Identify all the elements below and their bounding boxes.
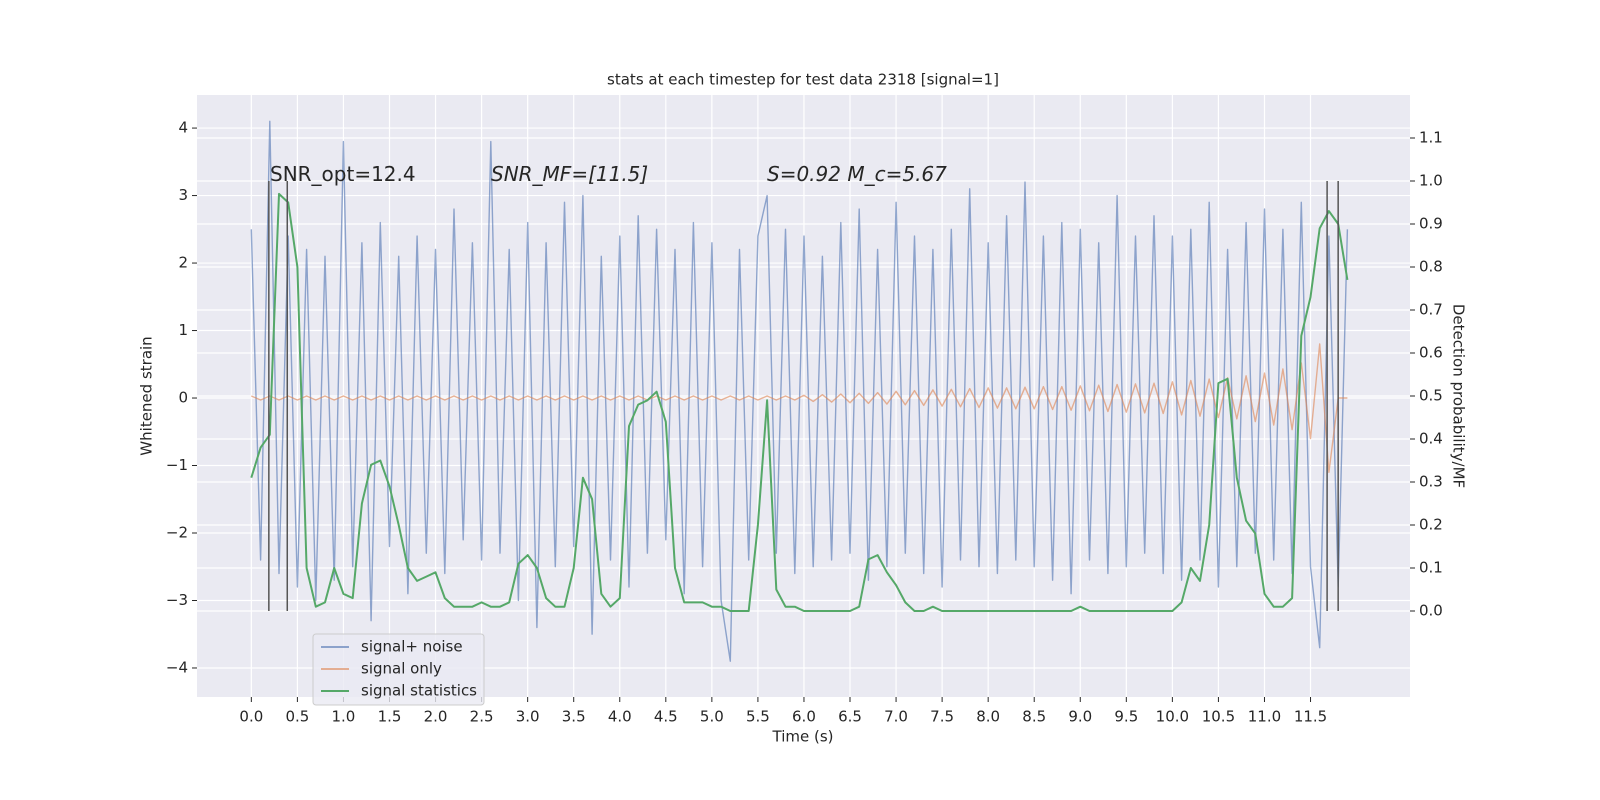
y-tick-label: 2 — [178, 254, 188, 272]
y2-tick-label: 0.4 — [1419, 430, 1443, 448]
legend-label: signal statistics — [361, 682, 477, 700]
y-tick-label: 0 — [178, 389, 188, 407]
x-tick-label: 10.5 — [1202, 708, 1235, 726]
x-tick-label: 0.0 — [239, 708, 263, 726]
y2-axis-label: Detection probability/MF — [1450, 304, 1468, 488]
x-tick-label: 11.5 — [1294, 708, 1327, 726]
y2-tick-label: 0.6 — [1419, 344, 1443, 362]
x-axis-label: Time (s) — [772, 728, 834, 746]
y2-tick-label: 0.3 — [1419, 473, 1443, 491]
series-line — [250, 192, 1349, 612]
x-tick-label: 6.5 — [838, 708, 862, 726]
x-tick-label: 9.0 — [1068, 708, 1092, 726]
y2-tick-label: 1.1 — [1419, 129, 1443, 147]
x-tick-label: 8.0 — [976, 708, 1000, 726]
x-tick-label: 0.5 — [285, 708, 309, 726]
y2-tick-label: 0.0 — [1419, 602, 1443, 620]
legend-label: signal only — [361, 660, 442, 678]
y2-tick-label: 0.8 — [1419, 258, 1443, 276]
x-tick-label: 7.5 — [930, 708, 954, 726]
annotation: SNR_MF=[11.5] — [491, 162, 648, 186]
y-tick-label: 3 — [178, 186, 188, 204]
x-tick-label: 6.0 — [792, 708, 816, 726]
x-tick-label: 8.5 — [1022, 708, 1046, 726]
x-tick-label: 5.0 — [700, 708, 724, 726]
x-tick-label: 11.0 — [1248, 708, 1281, 726]
y2-tick-label: 0.9 — [1419, 215, 1443, 233]
legend-box — [312, 633, 485, 706]
x-tick-label: 1.0 — [332, 708, 356, 726]
chart-title: stats at each timestep for test data 231… — [607, 71, 999, 89]
x-tick-label: 4.0 — [608, 708, 632, 726]
x-tick-label: 5.5 — [746, 708, 770, 726]
y2-tick-label: 1.0 — [1419, 172, 1443, 190]
y2-tick-label: 0.2 — [1419, 516, 1443, 534]
x-tick-label: 10.0 — [1156, 708, 1189, 726]
annotation: S=0.92 M_c=5.67 — [767, 162, 947, 186]
y-tick-label: −3 — [166, 591, 188, 609]
y2-tick-label: 0.5 — [1419, 387, 1443, 405]
x-tick-label: 2.5 — [470, 708, 494, 726]
y2-tick-label: 0.7 — [1419, 301, 1443, 319]
x-tick-label: 9.5 — [1114, 708, 1138, 726]
annotation: SNR_opt=12.4 — [270, 162, 416, 186]
x-tick-label: 3.0 — [516, 708, 540, 726]
x-tick-label: 1.5 — [378, 708, 402, 726]
legend-label: signal+ noise — [361, 638, 463, 656]
y-tick-label: −2 — [166, 524, 188, 542]
y-tick-label: −1 — [166, 456, 188, 474]
series-line — [250, 120, 1349, 662]
y-tick-label: −4 — [166, 658, 188, 676]
x-tick-label: 7.0 — [884, 708, 908, 726]
series-line — [251, 343, 1348, 473]
x-tick-label: 4.5 — [654, 708, 678, 726]
x-tick-label: 3.5 — [562, 708, 586, 726]
x-tick-label: 2.0 — [424, 708, 448, 726]
y-tick-label: 1 — [178, 321, 188, 339]
y2-tick-label: 0.1 — [1419, 559, 1443, 577]
y-tick-label: 4 — [178, 119, 188, 137]
y-axis-label: Whitened strain — [138, 336, 156, 455]
